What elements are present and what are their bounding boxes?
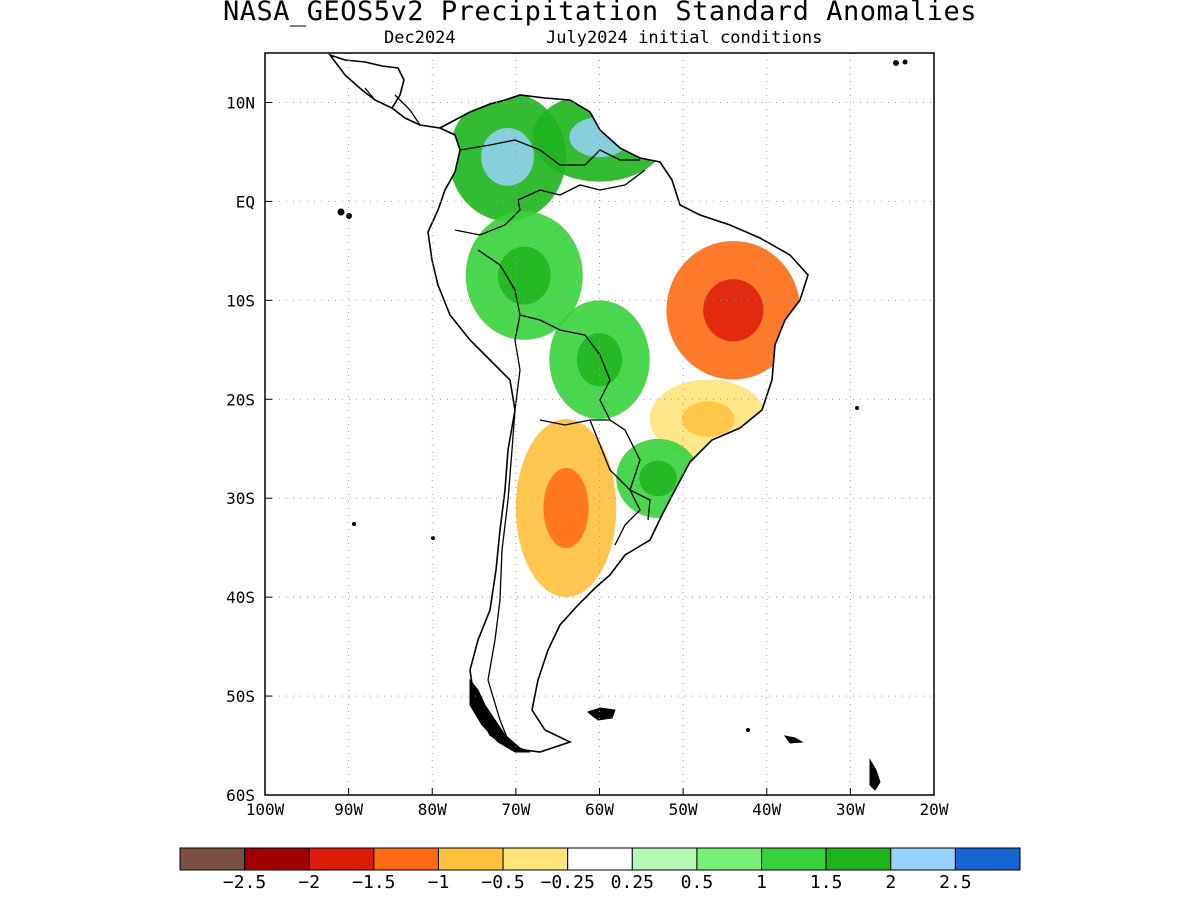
colorbar-label: 1 xyxy=(756,872,767,893)
colorbar-label: −2 xyxy=(298,872,320,893)
y-tick-label: 40S xyxy=(226,588,255,607)
anomaly-core xyxy=(681,401,735,437)
forecast-month: Dec2024 xyxy=(384,28,456,48)
colorbar-label: 1.5 xyxy=(810,872,843,893)
colorbar-swatch xyxy=(696,847,763,871)
anomaly-core xyxy=(639,460,677,497)
colorbar-label: 0.25 xyxy=(611,872,654,893)
colorbar-swatch xyxy=(890,847,956,871)
colorbar-swatch xyxy=(179,847,246,871)
y-tick-label: 60S xyxy=(226,786,255,805)
anomaly-core xyxy=(703,279,764,342)
anomaly-core xyxy=(576,332,623,387)
colorbar-swatch xyxy=(954,847,1021,871)
colorbar: −2.5 −2 −1.5 −1 −0.5 −0.25 0.25 0.5 1 1.5 2 2.5 xyxy=(179,847,1021,893)
x-tick-label: 30W xyxy=(836,800,865,819)
x-tick-label: 50W xyxy=(669,800,698,819)
colorbar-label: −0.5 xyxy=(481,872,524,893)
colorbar-swatch xyxy=(308,847,375,871)
colorbar-label: −1.5 xyxy=(352,872,395,893)
x-tick-label: 90W xyxy=(334,800,363,819)
colorbar-swatch xyxy=(567,847,633,871)
colorbar-label: −2.5 xyxy=(223,872,266,893)
y-tick-label: 20S xyxy=(226,390,255,409)
colorbar-swatch xyxy=(825,847,892,871)
y-tick-label: 50S xyxy=(226,687,255,706)
colorbar-swatch xyxy=(631,847,698,871)
anomaly-core xyxy=(481,127,534,186)
colorbar-label: −0.25 xyxy=(541,872,595,893)
y-tick-label: 30S xyxy=(226,489,255,508)
country-borders xyxy=(364,87,651,746)
graticule-grid xyxy=(265,53,934,795)
colorbar-swatch xyxy=(437,847,504,871)
colorbar-label: −1 xyxy=(428,872,450,893)
x-tick-label: 40W xyxy=(752,800,781,819)
colorbar-swatch xyxy=(244,847,310,871)
colorbar-label: 0.5 xyxy=(681,872,714,893)
x-tick-label: 70W xyxy=(501,800,530,819)
y-tick-label: 10N xyxy=(226,93,255,112)
x-tick-label: 60W xyxy=(585,800,614,819)
colorbar-swatch xyxy=(761,847,827,871)
colorbar-label: 2 xyxy=(885,872,896,893)
x-tick-label: 80W xyxy=(418,800,447,819)
coastline xyxy=(327,53,809,753)
map-title: NASA_GEOS5v2 Precipitation Standard Anom… xyxy=(223,0,977,27)
y-tick-label: EQ xyxy=(236,192,255,211)
x-tick-label: 20W xyxy=(920,800,949,819)
anomaly-core xyxy=(543,468,589,549)
islands xyxy=(337,59,908,791)
colorbar-swatch xyxy=(502,847,569,871)
y-tick-label: 10S xyxy=(226,291,255,310)
x-tick-label: 100W xyxy=(246,800,285,819)
initial-conditions: July2024 initial conditions xyxy=(546,28,823,48)
colorbar-label: 2.5 xyxy=(939,872,972,893)
colorbar-swatch xyxy=(373,847,439,871)
anomaly-core xyxy=(497,246,551,305)
map-axes: 100W 90W 80W 70W 60W 50W 40W 30W 20W 10N EQ 10S 20S 3… xyxy=(226,93,949,819)
